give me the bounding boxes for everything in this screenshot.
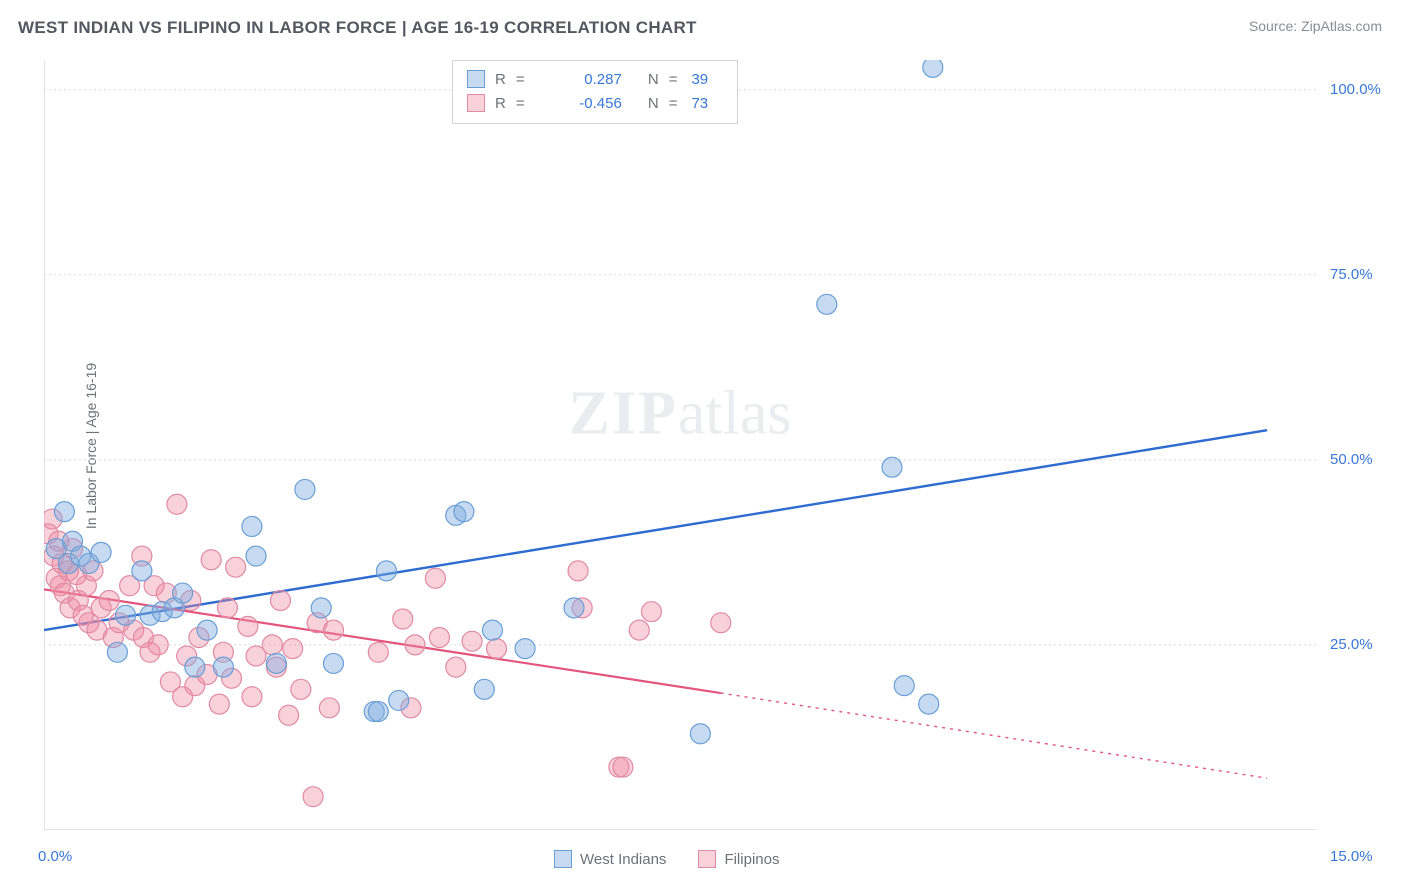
ytick-label: 25.0%	[1330, 636, 1373, 653]
filipinos-swatch	[698, 850, 716, 868]
legend-item-wi: West Indians	[554, 850, 666, 868]
n-value-fp: 73	[691, 95, 719, 112]
xtick-label-right: 15.0%	[1330, 848, 1373, 865]
r-label-2: R	[495, 95, 506, 112]
source-prefix: Source:	[1249, 18, 1301, 34]
source-label: Source: ZipAtlas.com	[1249, 18, 1382, 34]
filipinos-swatch	[467, 94, 485, 112]
chart-container: WEST INDIAN VS FILIPINO IN LABOR FORCE |…	[0, 0, 1406, 892]
n-label: N	[648, 71, 659, 88]
source-site: ZipAtlas.com	[1301, 18, 1382, 34]
correlation-row-fp: R = -0.456 N = 73	[467, 91, 719, 115]
legend-item-fp: Filipinos	[698, 850, 779, 868]
ytick-label: 75.0%	[1330, 266, 1373, 283]
r-value-wi: 0.287	[560, 71, 622, 88]
plot-area: ZIPatlas R = 0.287 N = 39 R = -0.456 N =…	[44, 60, 1316, 830]
bottom-legend: West Indians Filipinos	[554, 850, 779, 868]
legend-label-fp: Filipinos	[724, 851, 779, 868]
n-label-2: N	[648, 95, 659, 112]
n-value-wi: 39	[691, 71, 719, 88]
eq-label-2: =	[516, 95, 550, 112]
correlation-row-wi: R = 0.287 N = 39	[467, 67, 719, 91]
eq2-label-2: =	[669, 95, 678, 112]
eq2-label: =	[669, 71, 678, 88]
correlation-legend: R = 0.287 N = 39 R = -0.456 N = 73	[452, 60, 738, 124]
ytick-label: 100.0%	[1330, 81, 1381, 98]
west-indians-swatch	[554, 850, 572, 868]
eq-label: =	[516, 71, 550, 88]
xtick-label-left: 0.0%	[38, 848, 72, 865]
legend-label-wi: West Indians	[580, 851, 666, 868]
chart-title: WEST INDIAN VS FILIPINO IN LABOR FORCE |…	[18, 18, 697, 38]
r-label: R	[495, 71, 506, 88]
ytick-label: 50.0%	[1330, 451, 1373, 468]
chart-svg	[44, 60, 1316, 830]
west-indians-swatch	[467, 70, 485, 88]
r-value-fp: -0.456	[560, 95, 622, 112]
